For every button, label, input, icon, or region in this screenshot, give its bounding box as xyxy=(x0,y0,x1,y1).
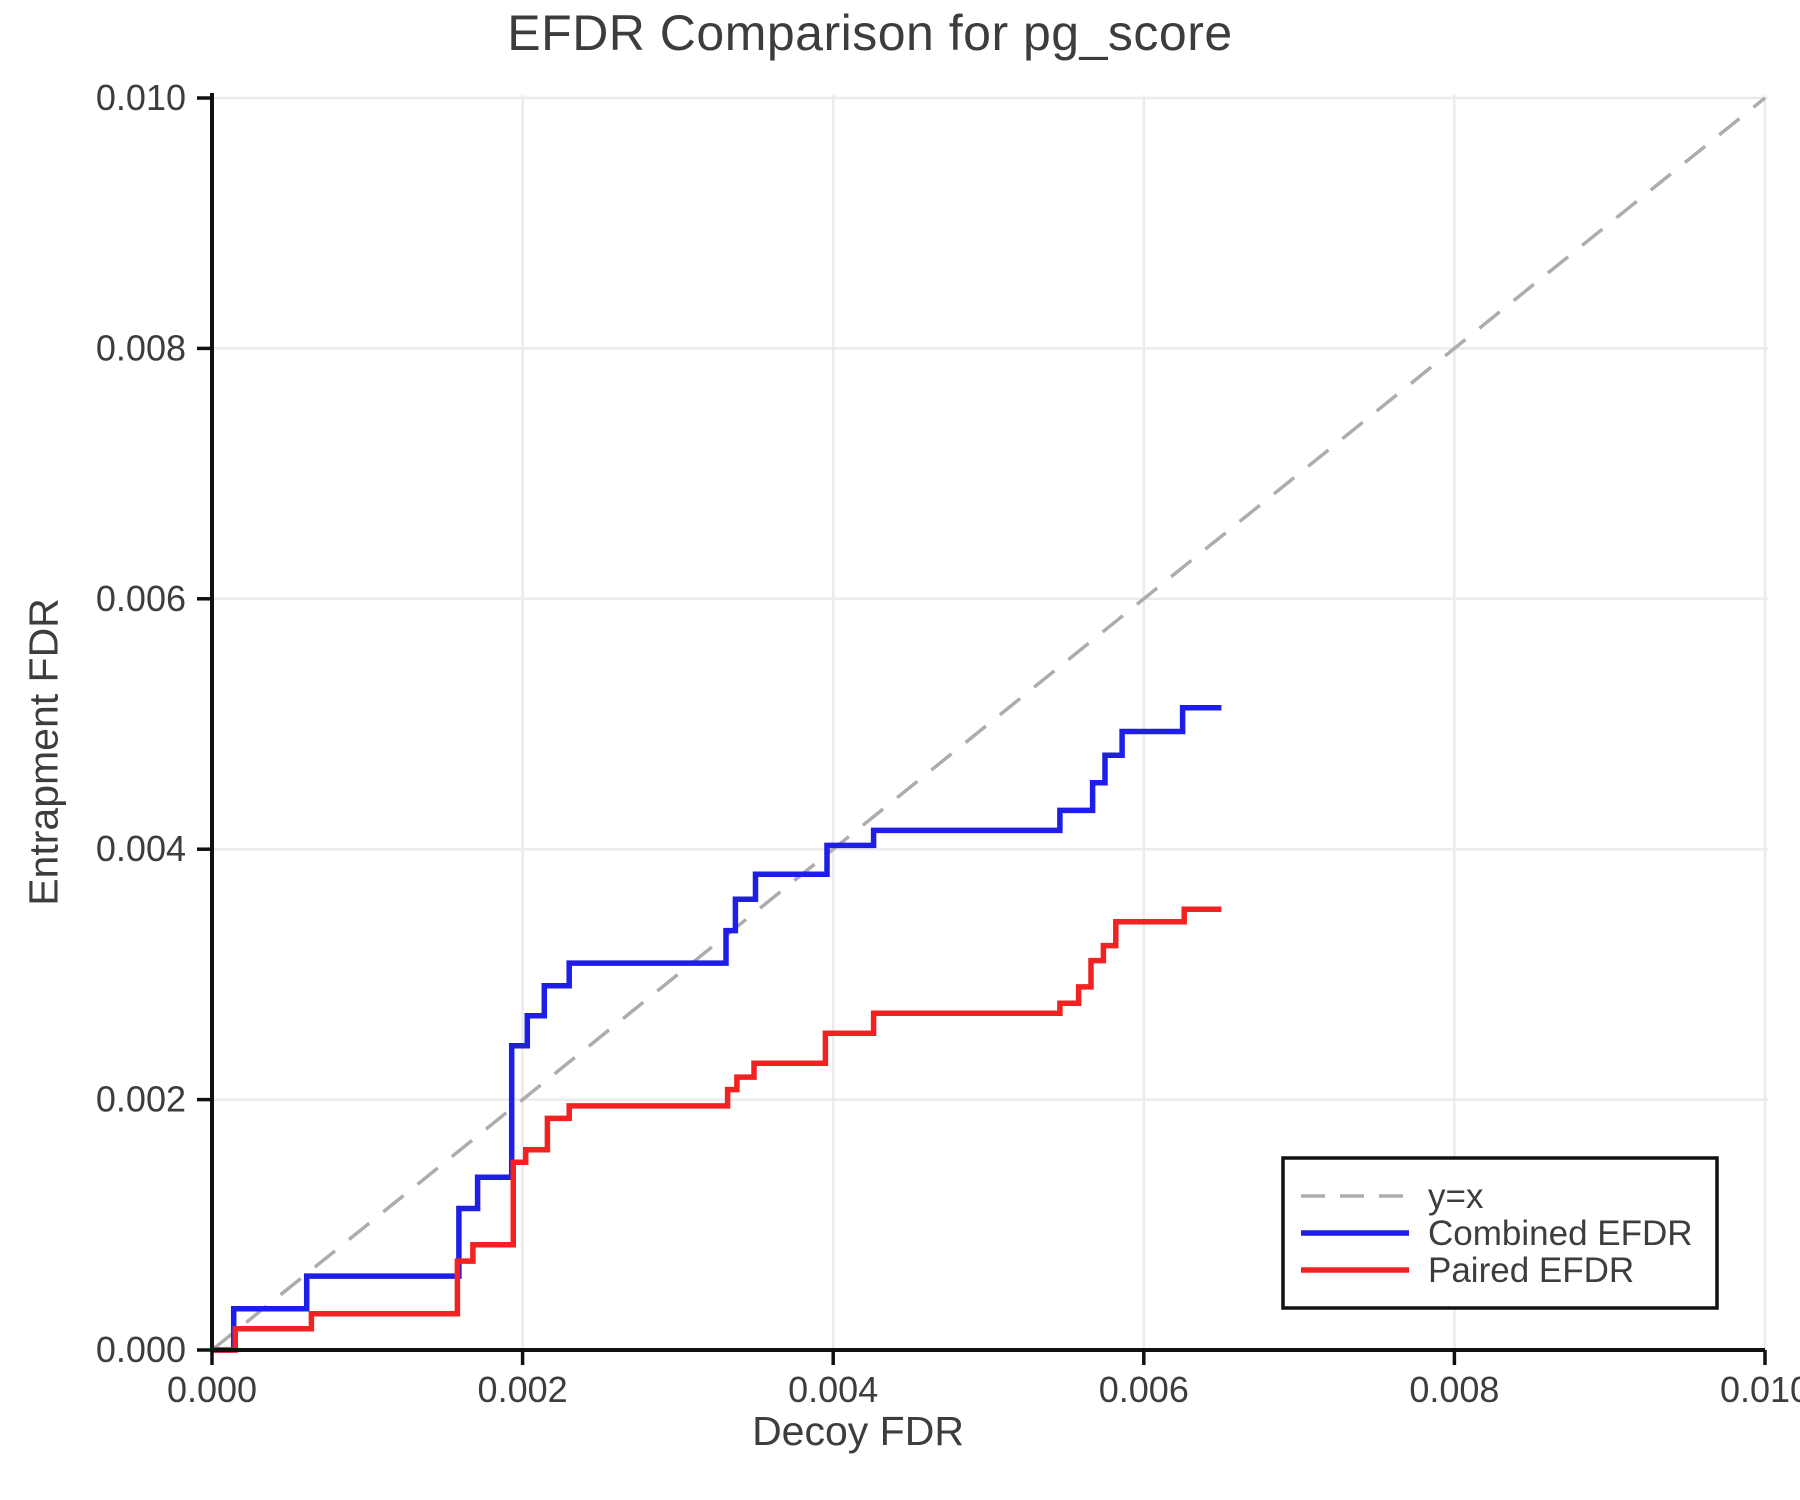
x-tick-label: 0.000 xyxy=(167,1369,257,1410)
y-tick-label: 0.000 xyxy=(96,1329,186,1370)
y-tick-label: 0.006 xyxy=(96,578,186,619)
y-tick-label: 0.002 xyxy=(96,1079,186,1120)
x-tick-label: 0.002 xyxy=(478,1369,568,1410)
paired-efdr-line xyxy=(212,906,1222,1353)
y-axis-label: Entrapment FDR xyxy=(20,598,67,906)
y-tick-label: 0.010 xyxy=(96,77,186,118)
x-tick-label: 0.010 xyxy=(1720,1369,1800,1410)
series-layer xyxy=(212,704,1222,1353)
x-tick-label: 0.004 xyxy=(788,1369,878,1410)
identity-line xyxy=(210,96,1767,1352)
legend-label: y=x xyxy=(1428,1177,1484,1216)
combined-efdr-line xyxy=(212,704,1222,1353)
chart-title: EFDR Comparison for pg_score xyxy=(507,5,1233,61)
reference-layer xyxy=(210,96,1767,1352)
x-tick-label: 0.008 xyxy=(1409,1369,1499,1410)
grid-layer xyxy=(212,95,1768,1350)
legend-label: Combined EFDR xyxy=(1428,1214,1693,1253)
legend-label: Paired EFDR xyxy=(1428,1251,1634,1290)
y-tick-label: 0.008 xyxy=(96,327,186,368)
axis-layer: 0.000 0.002 0.004 0.006 0.008 0.010 0.000 0.002… xyxy=(96,77,1800,1410)
x-tick-label: 0.006 xyxy=(1099,1369,1189,1410)
x-axis-label: Decoy FDR xyxy=(752,1408,964,1454)
y-tick-label: 0.004 xyxy=(96,828,186,869)
